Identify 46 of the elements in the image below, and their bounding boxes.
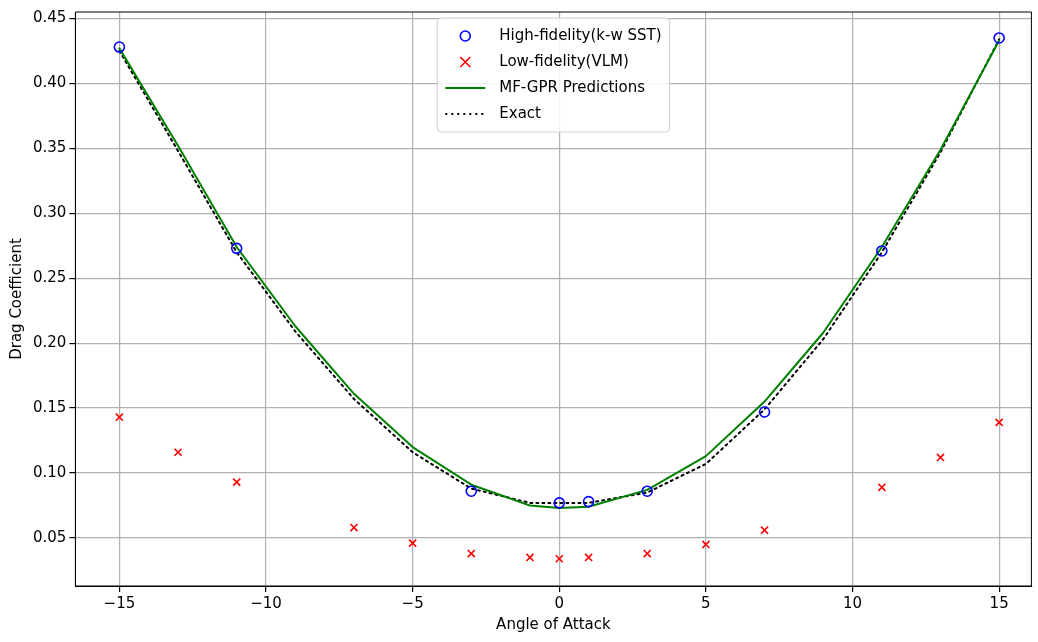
point — [554, 554, 564, 564]
y-tick-label: 0.30 — [32, 203, 67, 222]
point — [582, 495, 595, 508]
point — [230, 242, 243, 255]
y-tick-label: 0.15 — [32, 397, 67, 416]
y-tick-label: 0.10 — [32, 462, 67, 481]
y-tick-label: 0.40 — [32, 73, 67, 92]
point — [232, 477, 242, 487]
point — [760, 525, 769, 535]
point — [876, 245, 888, 257]
point — [466, 549, 476, 558]
y-tick-label: 0.25 — [32, 268, 67, 287]
legend-label: Exact — [499, 103, 542, 122]
legend-label: MF-GPR Predictions — [499, 77, 646, 96]
point — [584, 553, 593, 562]
x-tick-label: −10 — [250, 593, 282, 612]
legend-label: Low-fidelity(VLM) — [499, 51, 629, 70]
y-tick-label: 0.05 — [32, 527, 67, 546]
legend-label: High-fidelity(k-w SST) — [499, 25, 662, 44]
point — [525, 553, 535, 562]
point — [408, 538, 417, 548]
y-axis-title: Drag Coefficient — [6, 238, 25, 360]
point — [115, 412, 124, 422]
x-tick-label: 0 — [554, 593, 565, 612]
point — [993, 32, 1005, 44]
y-tick-label: 0.35 — [32, 138, 67, 157]
point — [701, 540, 711, 549]
point — [877, 482, 887, 492]
point — [173, 447, 183, 457]
x-tick-label: 10 — [842, 593, 863, 612]
x-tick-label: −5 — [401, 593, 424, 612]
x-tick-label: 15 — [989, 593, 1009, 612]
x-axis-title: Angle of Attack — [496, 614, 611, 633]
point — [642, 549, 652, 558]
x-tick-label: 5 — [701, 593, 711, 612]
y-tick-label: 0.20 — [32, 333, 67, 352]
point — [553, 497, 566, 509]
point — [758, 406, 771, 418]
point — [349, 523, 359, 532]
point — [113, 41, 126, 53]
point — [994, 418, 1004, 427]
x-tick-label: −15 — [103, 593, 136, 612]
point — [936, 453, 945, 462]
y-tick-label: 0.45 — [32, 8, 67, 27]
point — [465, 485, 478, 497]
point — [641, 485, 654, 497]
